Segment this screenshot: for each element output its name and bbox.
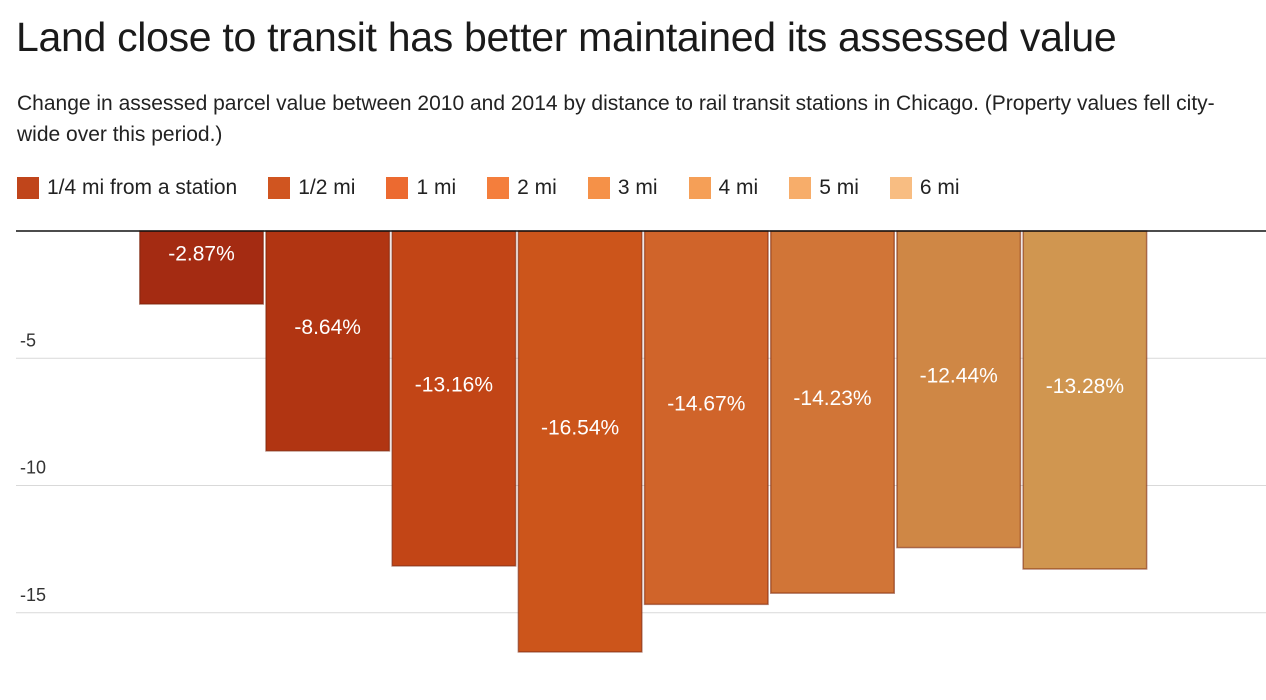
bar-value-label: -14.67%: [667, 393, 745, 416]
legend-item: 5 mi: [789, 176, 859, 200]
bar-value-label: -8.64%: [294, 316, 361, 339]
legend-item: 1/2 mi: [268, 176, 355, 200]
bar-value-label: -14.23%: [793, 387, 871, 410]
bar: [896, 230, 1022, 549]
legend-swatch: [17, 177, 39, 199]
bar: [770, 230, 895, 594]
legend: 1/4 mi from a station 1/2 mi 1 mi 2 mi 3…: [17, 173, 991, 203]
y-tick-label: -10: [20, 458, 46, 478]
y-tick-label: -15: [20, 585, 46, 605]
bar: [139, 230, 264, 305]
legend-label: 1/4 mi from a station: [47, 176, 238, 199]
legend-item: 4 mi: [688, 176, 759, 200]
bar: [517, 230, 643, 653]
bar: [265, 230, 391, 452]
legend-swatch: [268, 177, 291, 199]
bar-value-label: -13.16%: [415, 373, 493, 396]
legend-label: 1 mi: [416, 176, 457, 199]
legend-swatch: [386, 177, 409, 199]
legend-label: 3 mi: [617, 176, 658, 199]
legend-item: 1/4 mi from a station: [17, 176, 237, 200]
bar: [1022, 230, 1148, 570]
legend-label: 1/2 mi: [298, 176, 356, 199]
legend-label: 2 mi: [517, 176, 557, 199]
legend-label: 4 mi: [718, 176, 759, 199]
bar: [643, 230, 769, 606]
chart-subtitle: Change in assessed parcel value between …: [17, 92, 1215, 146]
legend-swatch: [789, 177, 812, 199]
legend-swatch: [688, 177, 711, 199]
bar-value-label: -2.87%: [168, 243, 235, 266]
legend-label: 6 mi: [919, 176, 960, 199]
bar: [391, 230, 517, 567]
y-tick-label: -5: [20, 330, 36, 350]
legend-label: 5 mi: [819, 176, 859, 199]
legend-item: 6 mi: [889, 176, 960, 200]
legend-swatch: [587, 177, 610, 199]
legend-swatch: [889, 177, 912, 199]
bar-chart: -5 -10 -15 -2.87% -8.64% -13.16% -16.54% -14.67…: [16, 230, 1266, 653]
bar-value-label: -12.44%: [920, 364, 998, 387]
bar-value-label: -13.28%: [1046, 375, 1124, 398]
legend-swatch: [487, 177, 510, 199]
legend-item: 3 mi: [587, 176, 658, 200]
legend-item: 1 mi: [386, 176, 456, 200]
chart-title: Land close to transit has better maintai…: [16, 14, 1117, 60]
bar-value-label: -16.54%: [541, 416, 619, 439]
legend-item: 2 mi: [487, 176, 557, 200]
